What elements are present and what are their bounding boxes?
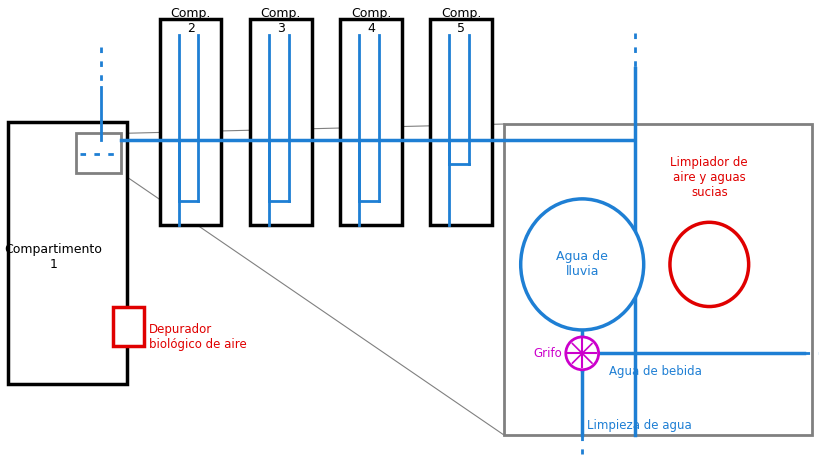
Ellipse shape: [520, 199, 643, 330]
Bar: [113, 307, 144, 346]
Text: Agua de
lluvia: Agua de lluvia: [555, 250, 608, 278]
Bar: [504, 124, 811, 435]
Text: Comp.
5: Comp. 5: [441, 7, 481, 35]
Text: Comp.
4: Comp. 4: [351, 7, 391, 35]
Text: Compartimento
1: Compartimento 1: [4, 243, 102, 271]
Bar: [76, 133, 121, 173]
Text: Comp.
2: Comp. 2: [170, 7, 210, 35]
Text: Limpieza de agua: Limpieza de agua: [586, 418, 691, 431]
Bar: [430, 19, 491, 225]
Text: Limpiador de
aire y aguas
sucias: Limpiador de aire y aguas sucias: [670, 156, 747, 199]
Bar: [8, 122, 127, 384]
Ellipse shape: [669, 222, 748, 307]
Text: Depurador
biológico de aire: Depurador biológico de aire: [149, 323, 247, 351]
Text: Comp.
3: Comp. 3: [260, 7, 301, 35]
Ellipse shape: [565, 337, 598, 370]
Bar: [340, 19, 401, 225]
Bar: [160, 19, 221, 225]
Text: Agua de bebida: Agua de bebida: [608, 366, 700, 378]
Text: Grifo: Grifo: [532, 347, 561, 360]
Bar: [250, 19, 311, 225]
